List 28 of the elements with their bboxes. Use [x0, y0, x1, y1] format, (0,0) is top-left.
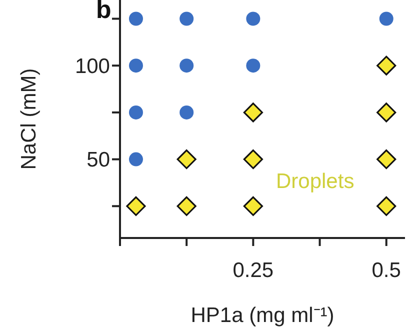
point [126, 196, 146, 216]
point [243, 102, 263, 122]
point [246, 12, 260, 26]
point [379, 12, 394, 26]
point [176, 149, 196, 170]
y-axis-title: NaCl (mM) [17, 68, 40, 170]
point [180, 58, 194, 73]
x-axis-title: HP1a (mg ml⁻¹) [190, 304, 334, 327]
point [243, 149, 263, 170]
point [376, 56, 396, 76]
chart-title: b [96, 0, 112, 25]
point [128, 152, 143, 166]
point [180, 12, 194, 26]
x-tick-label: 0.5 [372, 258, 401, 282]
point [243, 196, 263, 216]
point [128, 105, 143, 120]
point [376, 149, 396, 170]
y-tick-label: 50 [86, 148, 110, 172]
point [376, 196, 396, 216]
point [128, 12, 143, 26]
annotation: Droplets [276, 170, 354, 194]
y-tick-label: 100 [74, 55, 110, 78]
point [128, 58, 143, 73]
point [246, 58, 260, 73]
point [376, 102, 396, 122]
point [176, 196, 196, 216]
x-tick-label: 0.25 [232, 258, 274, 282]
point [180, 105, 194, 120]
